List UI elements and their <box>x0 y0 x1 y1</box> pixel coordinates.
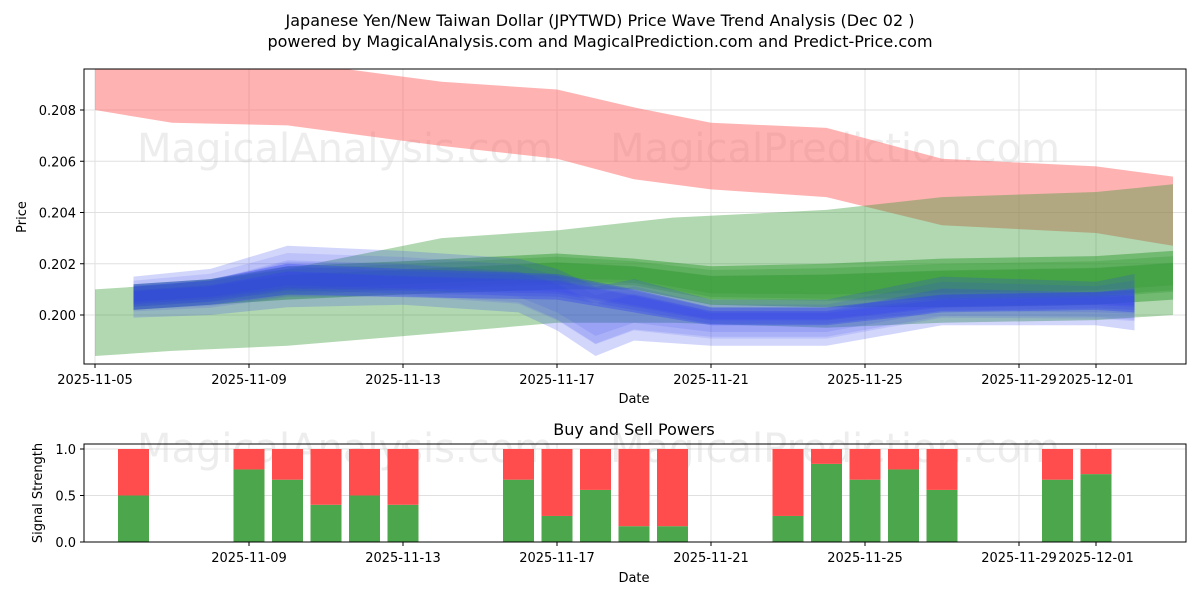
signal-y-tick-label: 0.5 <box>55 490 76 505</box>
sell-bar <box>888 449 919 470</box>
sell-bar <box>541 449 573 516</box>
band-blue-wave-outer-layer <box>133 260 1135 345</box>
price-x-ticks: 2025-11-05 2025-11-09 2025-11-13 2025-11-17… <box>57 364 1134 388</box>
signal-x-tick-label: 2025-11-21 <box>673 551 749 566</box>
price-x-tick-label: 2025-11-09 <box>211 373 287 388</box>
price-y-tick-label: 0.206 <box>39 155 76 170</box>
buy-bar <box>387 504 419 542</box>
sell-bar <box>849 449 881 480</box>
band-blue-wave-outer <box>133 245 1135 356</box>
buy-bar <box>272 479 303 542</box>
signal-x-tick-label: 2025-11-17 <box>519 551 595 566</box>
price-x-tick-label: 2025-11-05 <box>57 373 133 388</box>
band-blue-wave-inner-layer <box>133 271 1135 320</box>
sell-bar <box>272 449 303 480</box>
buy-bar <box>1080 474 1112 542</box>
sell-bar <box>811 449 842 464</box>
figure-title-line1: Japanese Yen/New Taiwan Dollar (JPYTWD) … <box>285 11 915 30</box>
price-y-tick-label: 0.204 <box>39 207 76 222</box>
signal-x-tick-label: 2025-11-29 <box>981 551 1057 566</box>
price-bands <box>95 69 1173 356</box>
price-x-tick-label: 2025-11-29 <box>981 373 1057 388</box>
sell-bar <box>657 449 688 527</box>
band-blue-wave-outer-layer <box>133 261 1135 336</box>
watermark-analysis-bottom: MagicalAnalysis.com <box>137 426 553 472</box>
signal-plot: Buy and Sell Powers MagicalAnalysis.com … <box>31 420 1187 586</box>
sell-bar <box>1080 449 1112 475</box>
band-green-wave-main-layer <box>133 262 1173 302</box>
signal-y-tick-label: 0.0 <box>55 536 76 551</box>
buy-bar <box>233 469 265 542</box>
price-x-tick-label: 2025-11-25 <box>827 373 903 388</box>
buy-bar <box>580 489 611 542</box>
band-green-wave-main <box>133 250 1173 310</box>
buy-bar <box>888 469 919 542</box>
signal-x-label: Date <box>618 571 649 586</box>
sell-bar <box>387 449 419 505</box>
sell-bar <box>580 449 611 490</box>
band-green-wave-main-layer <box>133 256 1173 304</box>
sell-bar <box>503 449 534 480</box>
signal-y-label: Signal Strength <box>31 443 46 543</box>
sell-bar <box>1042 449 1073 480</box>
price-plot-frame <box>83 68 1187 365</box>
sell-bar <box>772 449 804 516</box>
band-green-wave-main-layer <box>133 262 1173 307</box>
band-red-wave <box>95 69 1173 246</box>
price-wave-plot: MagicalAnalysis.com MagicalPrediction.co… <box>15 68 1187 407</box>
price-y-ticks: 0.200 0.202 0.204 0.206 0.208 <box>39 104 84 324</box>
price-x-tick-label: 2025-11-17 <box>519 373 595 388</box>
price-y-label: Price <box>15 201 30 233</box>
signal-x-ticks: 2025-11-09 2025-11-13 2025-11-17 2025-11-21… <box>211 542 1134 566</box>
buy-bar <box>618 526 650 542</box>
sell-bar <box>349 449 380 496</box>
buy-bar <box>811 463 842 542</box>
price-y-tick-label: 0.208 <box>39 104 76 119</box>
sell-bar <box>618 449 650 527</box>
buy-bar <box>541 515 573 542</box>
price-x-label: Date <box>618 392 649 407</box>
signal-x-tick-label: 2025-11-09 <box>211 551 287 566</box>
signal-plot-title: Buy and Sell Powers <box>553 420 715 439</box>
buy-bar <box>849 479 881 542</box>
buy-bar <box>772 515 804 542</box>
sell-bar <box>926 449 958 490</box>
signal-y-ticks: 0.0 0.5 1.0 <box>55 443 84 551</box>
buy-bar <box>310 504 342 542</box>
band-blue-wave-inner-layer <box>133 271 1135 324</box>
buy-bar <box>503 479 534 542</box>
sell-bar <box>118 449 149 496</box>
buy-bar <box>657 526 688 542</box>
signal-x-tick-label: 2025-11-25 <box>827 551 903 566</box>
price-y-tick-label: 0.200 <box>39 309 76 324</box>
band-blue-wave-inner <box>133 263 1135 326</box>
price-x-tick-label: 2025-11-13 <box>365 373 441 388</box>
sell-bar <box>233 449 265 470</box>
signal-bars <box>118 449 1112 542</box>
price-y-tick-label: 0.202 <box>39 258 76 273</box>
buy-bar <box>118 495 149 542</box>
figure-title-line2: powered by MagicalAnalysis.com and Magic… <box>267 32 932 51</box>
buy-bar <box>926 489 958 542</box>
buy-bar <box>349 495 380 542</box>
band-blue-wave-outer-layer <box>133 253 1135 344</box>
signal-y-tick-label: 1.0 <box>55 443 76 458</box>
price-x-tick-label: 2025-12-01 <box>1058 373 1134 388</box>
band-blue-wave-inner-layer <box>133 266 1135 321</box>
signal-x-tick-label: 2025-11-13 <box>365 551 441 566</box>
sell-bar <box>310 449 342 505</box>
signal-plot-frame <box>83 443 1187 543</box>
price-x-tick-label: 2025-11-21 <box>673 373 749 388</box>
signal-x-tick-label: 2025-12-01 <box>1058 551 1134 566</box>
buy-bar <box>1042 479 1073 542</box>
